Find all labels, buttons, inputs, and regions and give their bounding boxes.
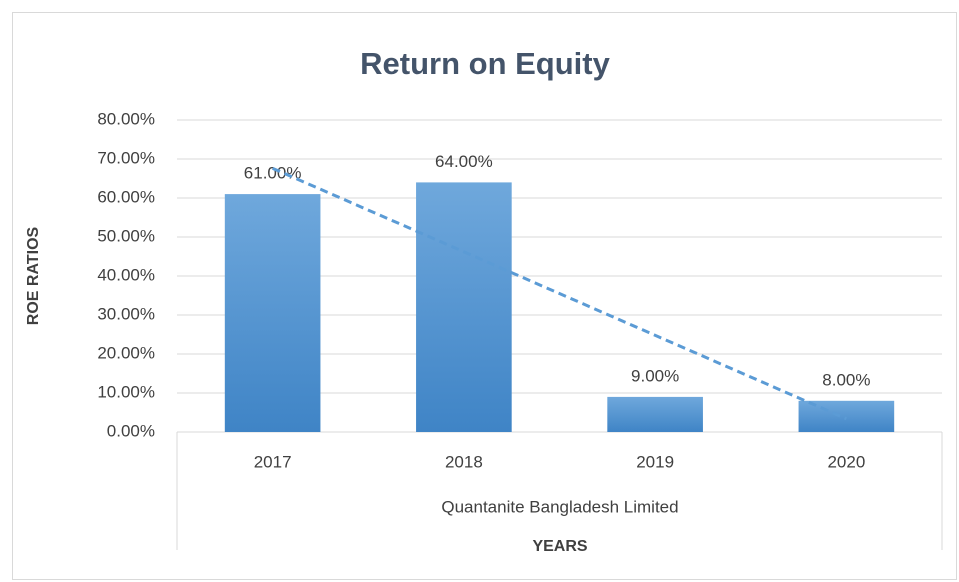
- bar: [416, 182, 512, 432]
- y-tick-label: 50.00%: [97, 226, 155, 245]
- y-tick-label: 70.00%: [97, 148, 155, 167]
- y-tick-label: 40.00%: [97, 265, 155, 284]
- bar: [224, 194, 321, 432]
- y-tick-label: 0.00%: [107, 421, 155, 440]
- data-label: 61.00%: [244, 164, 302, 183]
- x-tick-label: 2017: [254, 452, 292, 471]
- y-tick-label: 10.00%: [97, 382, 155, 401]
- y-tick-label: 60.00%: [97, 187, 155, 206]
- x-axis-title: YEARS: [532, 538, 587, 555]
- y-tick-label: 80.00%: [97, 109, 155, 128]
- y-tick-label: 30.00%: [97, 304, 155, 323]
- data-label: 9.00%: [631, 366, 679, 385]
- x-tick-label: 2018: [445, 452, 483, 471]
- data-label: 64.00%: [435, 152, 493, 171]
- trendline: [272, 166, 847, 421]
- y-tick-label: 20.00%: [97, 343, 155, 362]
- x-tick-label: 2019: [636, 452, 674, 471]
- bar: [607, 396, 703, 432]
- x-tick-label: 2020: [827, 452, 865, 471]
- category-group-label: Quantanite Bangladesh Limited: [441, 497, 678, 516]
- y-axis-title: ROE RATIOS: [25, 226, 42, 325]
- data-label: 8.00%: [822, 370, 870, 389]
- chart-title: Return on Equity: [360, 46, 610, 81]
